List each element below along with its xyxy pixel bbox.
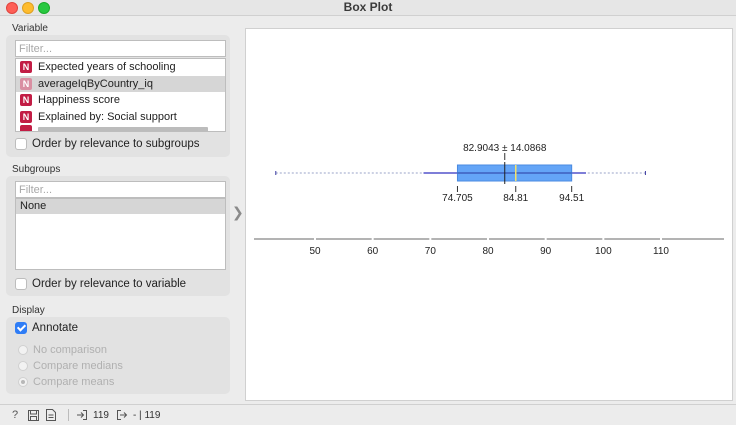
subgroup-item-none[interactable]: None: [16, 199, 225, 214]
output-icon: [115, 408, 129, 422]
close-window-button[interactable]: [6, 2, 18, 14]
annotate-label: Annotate: [32, 322, 79, 334]
variable-item-label: Expected years of schooling: [38, 61, 176, 74]
x-axis-tick-label: 100: [595, 246, 612, 257]
radio-no-comparison[interactable]: No comparison: [18, 344, 107, 356]
x-axis-tick-label: 90: [540, 246, 552, 257]
radio-compare-medians[interactable]: Compare medians: [18, 360, 123, 372]
order-by-subgroups-checkbox[interactable]: [15, 138, 27, 150]
order-by-variable-checkbox[interactable]: [15, 278, 27, 290]
save-icon[interactable]: [26, 408, 40, 422]
title-bar: Box Plot: [0, 0, 736, 16]
radio-label: No comparison: [33, 344, 107, 356]
order-by-variable-option[interactable]: Order by relevance to variable: [15, 278, 186, 290]
box-plot-area: 50 60 70 80 90 100 110 82.9043 ± 14.0868 74.705…: [245, 28, 733, 401]
order-by-subgroups-option[interactable]: Order by relevance to subgroups: [15, 138, 199, 150]
radio-button-selected[interactable]: [18, 377, 28, 387]
variable-item[interactable]: N Expected years of schooling: [16, 59, 225, 76]
status-bar: ? 119 - | 119: [0, 404, 736, 425]
radio-label: Compare medians: [33, 360, 123, 372]
numeric-variable-icon: N: [20, 110, 32, 123]
x-axis-tick-label: 80: [482, 246, 494, 257]
subgroups-section-label: Subgroups: [12, 164, 61, 175]
variable-item-label: averageIqByCountry_iq: [38, 77, 153, 90]
status-separator: [68, 409, 69, 421]
variable-list[interactable]: N Expected years of schooling N averageI…: [15, 58, 226, 132]
median-label: 84.81: [503, 193, 528, 204]
subgroups-list[interactable]: None: [15, 198, 226, 270]
variable-section-label: Variable: [12, 23, 48, 34]
subgroups-filter-input[interactable]: [15, 181, 226, 198]
order-by-variable-label: Order by relevance to variable: [32, 278, 187, 290]
display-section-label: Display: [12, 305, 45, 316]
clipped-item-text: [38, 127, 208, 131]
display-box: Annotate No comparison Compare medians C…: [6, 317, 230, 394]
numeric-variable-icon: N: [20, 94, 32, 107]
annotate-checkbox[interactable]: [15, 322, 27, 334]
variable-filter-input[interactable]: [15, 40, 226, 57]
x-axis-tick-label: 60: [367, 246, 379, 257]
mean-sd-label: 82.9043 ± 14.0868: [463, 143, 547, 154]
variable-box: N Expected years of schooling N averageI…: [6, 35, 230, 157]
variable-item-label: Explained by: Social support: [38, 110, 177, 123]
variable-item-label: Happiness score: [38, 94, 120, 107]
minimize-window-button[interactable]: [22, 2, 34, 14]
report-icon[interactable]: [44, 408, 58, 422]
numeric-variable-icon: [20, 125, 32, 131]
radio-label: Compare means: [33, 376, 115, 388]
x-axis-tick-label: 110: [653, 246, 669, 257]
variable-item-selected[interactable]: N averageIqByCountry_iq: [16, 75, 225, 92]
annotate-option[interactable]: Annotate: [15, 322, 78, 334]
radio-compare-means[interactable]: Compare means: [18, 376, 114, 388]
radio-button[interactable]: [18, 361, 28, 371]
radio-button[interactable]: [18, 345, 28, 355]
output-count: - | 119: [132, 409, 161, 421]
variable-item[interactable]: N Explained by: Social support: [16, 109, 225, 126]
numeric-variable-icon: N: [20, 61, 32, 74]
x-axis-tick-label: 50: [309, 246, 321, 257]
q1-label: 74.705: [442, 193, 473, 204]
variable-item[interactable]: N Happiness score: [16, 92, 225, 109]
variable-item-partial[interactable]: [16, 125, 225, 131]
window-title: Box Plot: [343, 0, 393, 14]
input-icon: [75, 408, 89, 422]
box-plot: 82.9043 ± 14.0868 74.705 84.81 94.51: [275, 143, 646, 204]
help-icon[interactable]: ?: [11, 409, 19, 421]
input-count: 119: [93, 409, 109, 421]
numeric-variable-icon: N: [20, 77, 32, 90]
x-axis-tick-label: 70: [425, 246, 437, 257]
x-axis: 50 60 70 80 90 100 110: [254, 237, 724, 257]
chevron-right-icon[interactable]: ❯: [232, 204, 244, 220]
box-plot-svg: 50 60 70 80 90 100 110 82.9043 ± 14.0868 74.705…: [254, 143, 724, 257]
zoom-window-button[interactable]: [38, 2, 50, 14]
q3-label: 94.51: [559, 193, 584, 204]
order-by-subgroups-label: Order by relevance to subgroups: [32, 138, 200, 150]
subgroups-box: None Order by relevance to variable: [6, 176, 230, 296]
